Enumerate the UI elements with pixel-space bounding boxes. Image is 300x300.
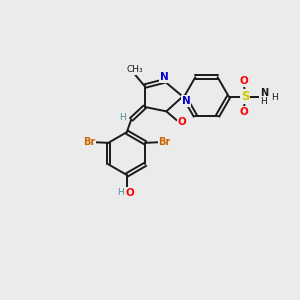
Text: N: N [160, 73, 169, 82]
Text: CH₃: CH₃ [127, 65, 143, 74]
Text: Br: Br [158, 137, 171, 147]
Text: S: S [241, 90, 249, 103]
Text: O: O [239, 107, 248, 117]
Text: O: O [239, 76, 248, 86]
Text: O: O [125, 188, 134, 198]
Text: H: H [120, 112, 126, 122]
Text: N: N [260, 88, 268, 98]
Text: H: H [260, 97, 267, 106]
Text: N: N [182, 96, 190, 106]
Text: Br: Br [83, 137, 95, 147]
Text: H: H [117, 188, 124, 197]
Text: H: H [272, 94, 278, 103]
Text: O: O [178, 117, 187, 127]
